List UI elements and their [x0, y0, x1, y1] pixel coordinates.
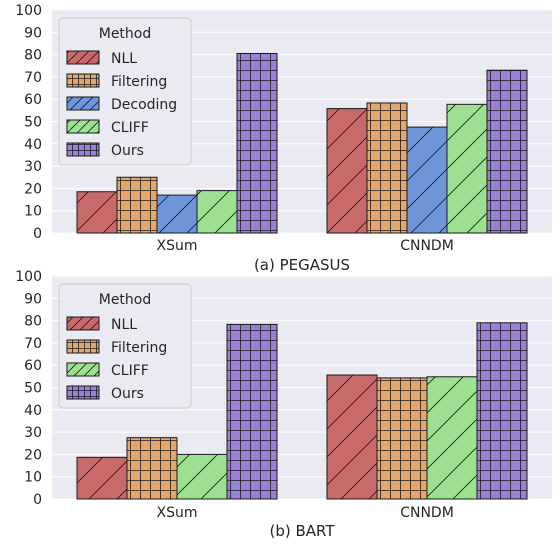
legend-entry-filtering: Filtering — [66, 339, 167, 356]
bar-hatch — [326, 108, 368, 234]
bar-hatch — [376, 377, 428, 500]
legend: Method NLL Filtering Decoding CLIFF Ours — [58, 17, 192, 166]
y-tick-label: 0 — [33, 226, 42, 242]
chart-caption: (a) PEGASUS — [254, 256, 350, 274]
legend-entry-decoding: Decoding — [66, 96, 177, 113]
y-tick-label: 60 — [24, 358, 42, 374]
bar-decoding-cnndm — [406, 126, 448, 234]
legend-entry-nll: NLL — [66, 50, 137, 67]
y-tick-label: 100 — [15, 3, 42, 19]
legend-swatch — [66, 339, 100, 354]
legend-swatch — [66, 50, 100, 65]
y-tick-label: 100 — [15, 269, 42, 285]
bar-cliff-cnndm — [446, 103, 488, 234]
bar-nll-xsum — [76, 191, 118, 234]
bar-hatch — [236, 52, 278, 234]
y-tick-label: 70 — [24, 70, 42, 86]
legend-entry-filtering: Filtering — [66, 73, 167, 90]
bar-ours-cnndm — [486, 69, 528, 234]
bar-cliff-xsum — [196, 190, 238, 234]
x-tick-label: XSum — [157, 238, 198, 254]
y-tick-label: 90 — [24, 25, 42, 41]
legend-swatch — [66, 385, 100, 400]
legend-label: Filtering — [111, 340, 167, 356]
bar-filtering-xsum — [126, 437, 178, 500]
legend-entry-ours: Ours — [66, 385, 144, 402]
legend-swatch — [66, 119, 100, 134]
y-tick-label: 60 — [24, 92, 42, 108]
y-tick-label: 10 — [24, 470, 42, 486]
legend-label: Ours — [111, 143, 144, 159]
bar-hatch — [226, 323, 278, 500]
legend-entry-ours: Ours — [66, 142, 144, 159]
legend-label: NLL — [111, 51, 137, 67]
y-tick-label: 80 — [24, 48, 42, 64]
legend-swatch — [66, 73, 100, 88]
legend-entry-cliff: CLIFF — [66, 362, 149, 379]
bar-nll-cnndm — [326, 374, 378, 500]
bar-nll-xsum — [76, 456, 128, 500]
bar-hatch — [476, 322, 528, 500]
legend: Method NLL Filtering CLIFF Ours — [58, 283, 192, 409]
bar-cliff-xsum — [176, 453, 228, 500]
legend-swatch — [66, 316, 100, 331]
y-tick-label: 30 — [24, 159, 42, 175]
y-tick-label: 50 — [24, 115, 42, 131]
bar-ours-cnndm — [476, 322, 528, 500]
legend-box — [58, 283, 192, 409]
legend-entry-cliff: CLIFF — [66, 119, 149, 136]
x-tick-label: CNNDM — [400, 238, 454, 254]
bar-hatch — [426, 376, 478, 500]
y-tick-label: 40 — [24, 137, 42, 153]
bar-hatch — [176, 453, 228, 500]
bar-hatch — [446, 103, 488, 234]
y-tick-label: 50 — [24, 381, 42, 397]
bar-filtering-cnndm — [376, 377, 428, 500]
y-tick-label: 90 — [24, 291, 42, 307]
bar-ours-xsum — [226, 323, 278, 500]
bar-filtering-xsum — [116, 176, 158, 234]
chart-panel-1: 0 10 20 30 40 50 60 70 80 90 100 XSum CNNDM (b) BART M… — [15, 269, 552, 540]
bar-hatch — [366, 102, 408, 234]
legend-entry-nll: NLL — [66, 316, 137, 333]
x-tick-label: XSum — [157, 505, 198, 521]
legend-label: Filtering — [111, 74, 167, 90]
y-tick-label: 70 — [24, 336, 42, 352]
bar-hatch — [76, 191, 118, 234]
legend-label: Ours — [111, 386, 144, 402]
chart-caption: (b) BART — [269, 522, 335, 540]
legend-title: Method — [99, 26, 152, 42]
bar-hatch — [116, 176, 158, 234]
bar-hatch — [326, 374, 378, 500]
bar-hatch — [126, 437, 178, 500]
bar-filtering-cnndm — [366, 102, 408, 234]
y-tick-label: 0 — [33, 492, 42, 508]
bar-cliff-cnndm — [426, 376, 478, 500]
bar-hatch — [76, 456, 128, 500]
bar-nll-cnndm — [326, 108, 368, 234]
legend-swatch — [66, 142, 100, 157]
y-tick-label: 80 — [24, 314, 42, 330]
legend-label: NLL — [111, 317, 137, 333]
bar-hatch — [486, 69, 528, 234]
bar-hatch — [196, 190, 238, 234]
y-tick-label: 30 — [24, 425, 42, 441]
chart-panel-0: 0 10 20 30 40 50 60 70 80 90 100 XSum CNNDM (a) PEGAS… — [15, 3, 552, 274]
y-tick-label: 20 — [24, 447, 42, 463]
bar-hatch — [406, 126, 448, 234]
legend-swatch — [66, 96, 100, 111]
bar-hatch — [156, 194, 198, 234]
bar-ours-xsum — [236, 52, 278, 234]
y-tick-label: 40 — [24, 403, 42, 419]
y-tick-label: 20 — [24, 181, 42, 197]
legend-label: Decoding — [111, 97, 177, 113]
x-tick-label: CNNDM — [400, 505, 454, 521]
y-tick-label: 10 — [24, 204, 42, 220]
legend-swatch — [66, 362, 100, 377]
legend-label: CLIFF — [111, 363, 149, 379]
legend-label: CLIFF — [111, 120, 149, 136]
bar-decoding-xsum — [156, 194, 198, 234]
legend-title: Method — [99, 292, 152, 308]
